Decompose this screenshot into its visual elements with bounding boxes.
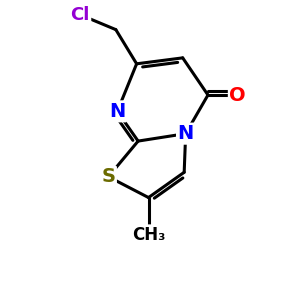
Text: N: N [109, 102, 125, 121]
Text: N: N [178, 124, 194, 143]
Text: O: O [230, 85, 246, 104]
Text: CH₃: CH₃ [132, 226, 165, 244]
Text: Cl: Cl [70, 6, 90, 24]
Text: S: S [101, 167, 116, 186]
